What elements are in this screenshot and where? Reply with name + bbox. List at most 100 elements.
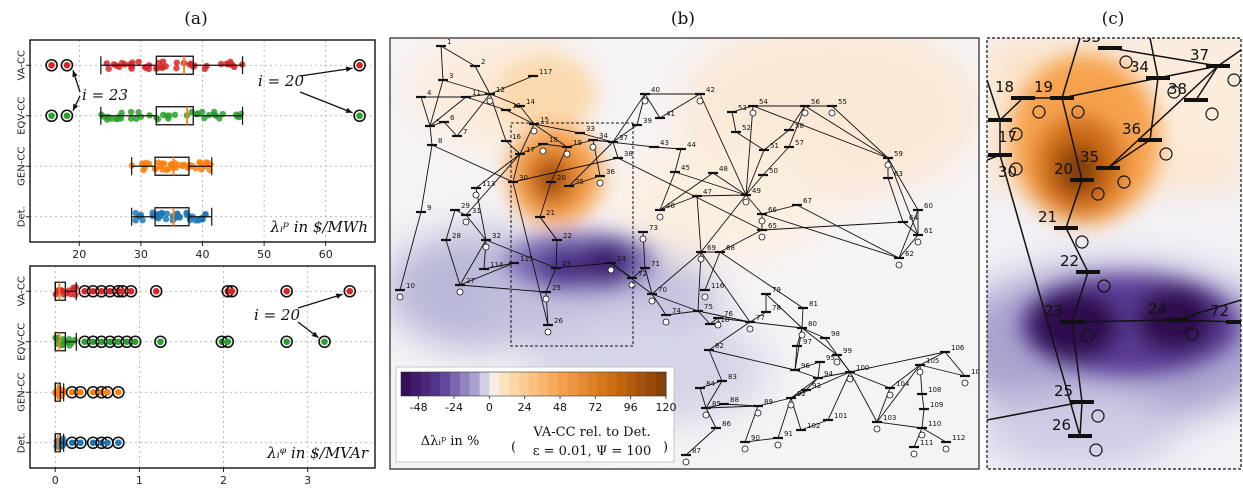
generator-icon [873,425,881,433]
data-point [196,215,204,223]
box-iqr [155,106,194,126]
bus-label: 103 [883,414,896,422]
bus-label: 36 [1122,120,1141,138]
outlier-point [280,284,293,298]
outlier-fill [123,338,131,346]
outlier-point [353,109,366,123]
outlier-fill [104,388,111,396]
data-point [68,339,75,347]
generator-icon [846,375,854,383]
colorbar-tick: -24 [445,401,463,414]
generator-icon [742,198,750,206]
generator-icon [961,379,969,387]
data-point [58,287,66,295]
bus-label: 62 [905,250,914,258]
bus-label: 100 [856,364,869,372]
outlier-fill [89,388,97,396]
outlier-point [221,335,235,349]
bus-label: 102 [807,422,820,430]
generator-icon [1227,73,1241,87]
bus-label: 91 [784,430,793,438]
bus-label: 30 [998,163,1017,181]
outlier-point [112,436,125,450]
bus-label: 24 [1148,300,1167,318]
category-label: VA-CC [17,50,28,80]
generator-icon [754,409,762,417]
bus-label: 96 [801,362,810,370]
outlier-fill [127,287,135,295]
bus-label: 52 [742,124,751,132]
data-point [205,111,213,119]
colorbar-tick: -48 [410,401,428,414]
outlier-point [60,109,74,123]
bus-label: 37 [1190,46,1209,64]
bus-label: 111 [920,439,933,447]
generator-icon [1117,175,1131,189]
bus-label: 18 [995,78,1014,96]
data-point [126,61,134,68]
generator-icon [895,261,903,269]
generator-icon [1089,443,1103,457]
box-iqr [154,207,190,227]
bus-label: 79 [772,286,781,294]
generator-icon [914,238,922,246]
colorbar-step [626,372,638,396]
bus-label: 57 [795,139,804,147]
x-tick-label: 1 [136,474,143,487]
bus-label: 89 [764,398,773,406]
outlier-point [60,58,74,72]
bus-label: 68 [726,244,735,252]
outlier-fill [104,439,111,447]
data-point [149,212,156,220]
generator-icon [702,411,710,419]
annotation-i20: i = 20 [258,72,304,90]
outlier-fill [346,287,354,295]
generator-icon [1159,147,1173,161]
bus-label: 44 [687,141,696,149]
bus-label: 25 [1054,382,1073,400]
generator-icon [886,391,894,399]
zoom-region-box [510,122,634,347]
x-axis-label: λᵢᵖ in $/MWh [269,218,368,236]
data-point [155,215,162,222]
box-iqr [155,55,194,75]
data-point [127,115,135,122]
bus-label: 23 [1044,302,1063,320]
generator-icon [607,266,615,274]
data-point [137,113,145,120]
colorbar-tick: 0 [486,401,493,414]
outlier-fill [224,338,232,346]
bus-label: 101 [834,412,847,420]
bus-label: 112 [952,434,965,442]
outlier-point [343,284,357,298]
bus-label: 6 [450,114,455,122]
outlier-fill [115,388,122,396]
bus-label: 29 [461,202,470,210]
outlier-point [225,284,239,298]
generator-icon [758,233,766,241]
outlier-point [74,436,87,450]
bus-label: 54 [759,98,768,106]
bus-label: 46 [666,202,675,210]
colorbar-step [479,372,490,396]
generator-icon [456,288,464,296]
data-point [227,58,234,66]
generator-icon [916,368,924,376]
outlier-fill [106,338,114,346]
bus-label: 50 [769,167,778,175]
bus-label: 53 [738,104,747,112]
bus-label: 40 [651,86,660,94]
annotation-i23: i = 23 [82,86,128,104]
colorbar-note-line2: ε = 0.01, Ψ = 100 [533,444,651,459]
bus-label: 17 [526,146,535,154]
generator-icon [697,255,705,263]
bus-label: 92 [797,390,806,398]
colorbar-step [567,372,579,396]
colorbar-tick: 96 [624,401,638,414]
bus-label: 106 [951,344,965,352]
bus-label: 98 [831,330,840,338]
generator-icon [1009,162,1023,176]
bus-label: 51 [770,142,779,150]
x-tick-label: 2 [220,474,227,487]
bus-label: 82 [715,342,724,350]
